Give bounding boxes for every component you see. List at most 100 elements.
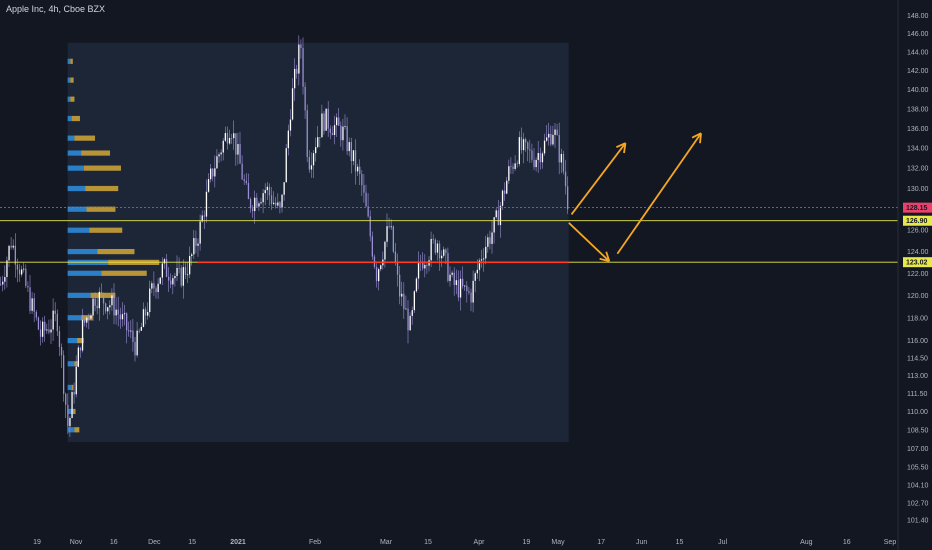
candle-body [73, 392, 75, 395]
candle-body [170, 280, 172, 285]
candle-body [37, 317, 40, 330]
volume-up-bar [67, 58, 71, 64]
candle-body [142, 309, 145, 327]
time-tick-label: Jul [718, 539, 727, 546]
price-tick-label: 130.00 [907, 186, 929, 193]
candle-body [153, 283, 155, 289]
candle-body [510, 166, 512, 168]
candle-body [159, 277, 161, 284]
volume-down-bar [71, 384, 74, 391]
candle-body [239, 144, 241, 164]
candle-body [457, 280, 460, 298]
candle-body [543, 140, 546, 154]
candle-body [283, 182, 285, 195]
volume-down-bar [70, 77, 74, 83]
volume-profile-box [67, 42, 569, 443]
time-tick-label: Feb [309, 539, 321, 546]
candle-body [520, 137, 523, 151]
candle-body [531, 150, 533, 160]
candle-body [340, 125, 342, 141]
arrow-head [699, 133, 702, 144]
time-tick-label: Nov [70, 539, 83, 546]
candle-body [375, 266, 378, 282]
candle-body [44, 321, 46, 331]
candle-body [401, 293, 403, 297]
candle-body [216, 156, 218, 169]
candle-body [16, 264, 19, 270]
candle-body [224, 133, 226, 141]
candle-body [363, 185, 365, 193]
volume-up-bar [67, 248, 98, 255]
candle-body [558, 134, 560, 163]
candle-body [514, 163, 516, 169]
volume-up-bar [67, 292, 91, 298]
time-tick-label: Jun [636, 539, 647, 546]
candle-body [258, 203, 260, 207]
candle-body [474, 273, 476, 281]
candle-body [210, 168, 212, 180]
price-badge-label: 123.02 [906, 260, 928, 267]
candle-body [384, 241, 386, 260]
candle-body [138, 330, 140, 332]
candle-body [522, 139, 525, 151]
price-tick-label: 111.50 [907, 391, 927, 398]
candle-body [415, 278, 418, 292]
candle-body [117, 309, 119, 315]
candle-body [287, 130, 289, 149]
arrow-head [605, 251, 611, 262]
candle-body [273, 202, 275, 205]
candle-body [441, 255, 443, 259]
candle-body [537, 153, 539, 160]
candle-body [329, 128, 331, 133]
volume-down-bar [71, 115, 80, 122]
time-axis[interactable]: 19 Nov 16 Dec 15 2021 Feb Mar 15 Apr 19 May 17 Jun 15 J… [33, 539, 896, 546]
time-tick-label: Sep [884, 539, 897, 546]
candle-body [275, 202, 277, 206]
time-tick-label: 19 [33, 539, 41, 546]
candle-body [495, 210, 497, 218]
candle-body [235, 133, 237, 155]
candle-body [54, 310, 56, 314]
candle-body [392, 226, 394, 252]
time-tick-label: 15 [424, 539, 432, 546]
candle-body [256, 197, 258, 207]
candle-body [100, 291, 103, 294]
candle-body [50, 329, 52, 333]
price-tick-label: 124.00 [907, 249, 929, 256]
time-tick-label: May [551, 539, 565, 546]
price-axis[interactable]: 148.00 146.00 144.00 142.00 140.00 138.00 136.… [897, 0, 932, 550]
candle-body [42, 321, 44, 337]
candle-body [33, 298, 35, 312]
candle-body [346, 126, 348, 152]
time-tick-label: 2021 [230, 539, 246, 546]
volume-down-bar [97, 248, 135, 255]
candle-body [8, 245, 10, 261]
candle-body [197, 243, 199, 246]
price-badge [903, 202, 932, 213]
candle-body [27, 285, 29, 288]
candle-body [35, 311, 37, 318]
candle-body [512, 166, 514, 169]
candle-body [308, 157, 310, 170]
candle-body [4, 277, 6, 282]
candle-body [107, 307, 109, 312]
candle-body [327, 108, 329, 129]
candle-body [98, 291, 100, 309]
volume-down-bar [85, 185, 119, 192]
candle-body [149, 288, 151, 313]
price-tick-label: 105.50 [907, 465, 929, 472]
price-tick-label: 146.00 [907, 31, 929, 38]
candle-body [506, 180, 508, 194]
candle-body [485, 246, 487, 259]
candle-body [67, 404, 69, 427]
price-tick-label: 113.00 [907, 373, 928, 380]
price-tick-label: 101.40 [907, 518, 929, 525]
candle-body [564, 171, 567, 187]
candle-body [426, 264, 428, 266]
candle-body [212, 168, 214, 177]
candle-body [539, 153, 541, 163]
candle-body [302, 47, 304, 87]
price-tick-label: 144.00 [907, 50, 929, 57]
candle-body [411, 310, 413, 316]
